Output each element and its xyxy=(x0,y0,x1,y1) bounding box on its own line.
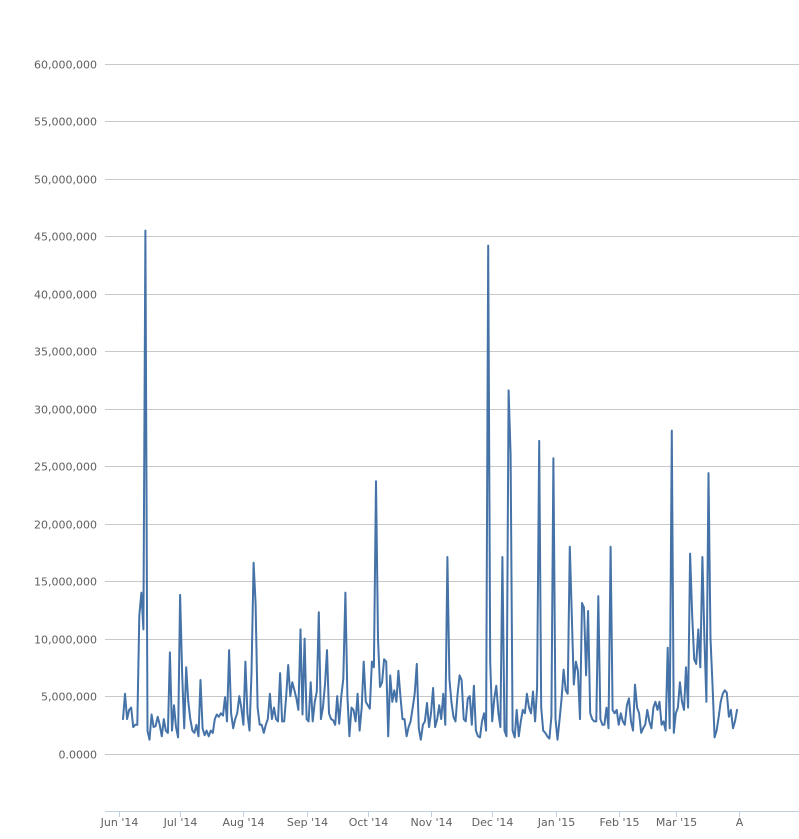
x-tick-label: Nov '14 xyxy=(411,816,453,829)
x-tick-label: Dec '14 xyxy=(472,816,514,829)
y-tick-label: 50,000,000 xyxy=(34,174,97,187)
x-tick-label: Feb '15 xyxy=(600,816,640,829)
x-tick-label: Jul '14 xyxy=(163,816,198,829)
y-tick-label: 25,000,000 xyxy=(34,461,97,474)
y-tick-label: 0.0000 xyxy=(59,749,98,762)
y-tick-label: 35,000,000 xyxy=(34,346,97,359)
x-axis-ticks: Jun '14 Jul '14 Aug '14 Sep '14 Oct '14 Nov '… xyxy=(100,811,744,829)
series-line xyxy=(122,229,738,741)
x-tick-label: A xyxy=(736,816,744,829)
y-tick-label: 55,000,000 xyxy=(34,116,97,129)
x-tick-label: Jun '14 xyxy=(100,816,139,829)
y-tick-label: 10,000,000 xyxy=(34,634,97,647)
x-tick-label: Sep '14 xyxy=(287,816,328,829)
y-tick-label: 40,000,000 xyxy=(34,289,97,302)
x-tick-label: Mar '15 xyxy=(656,816,697,829)
data-points xyxy=(123,231,737,740)
y-tick-label: 5,000,000 xyxy=(41,691,97,704)
y-tick-label: 15,000,000 xyxy=(34,576,97,589)
y-tick-label: 20,000,000 xyxy=(34,519,97,532)
x-tick-label: Oct '14 xyxy=(349,816,389,829)
series-layer xyxy=(122,229,738,741)
y-tick-label: 30,000,000 xyxy=(34,404,97,417)
y-axis-ticks: 0.0000 5,000,000 10,000,000 15,000,000 20,00… xyxy=(34,59,97,762)
y-tick-label: 45,000,000 xyxy=(34,231,97,244)
x-tick-label: Aug '14 xyxy=(223,816,265,829)
grid-lines xyxy=(105,64,799,755)
y-tick-label: 60,000,000 xyxy=(34,59,97,72)
x-tick-label: Jan '15 xyxy=(537,816,575,829)
